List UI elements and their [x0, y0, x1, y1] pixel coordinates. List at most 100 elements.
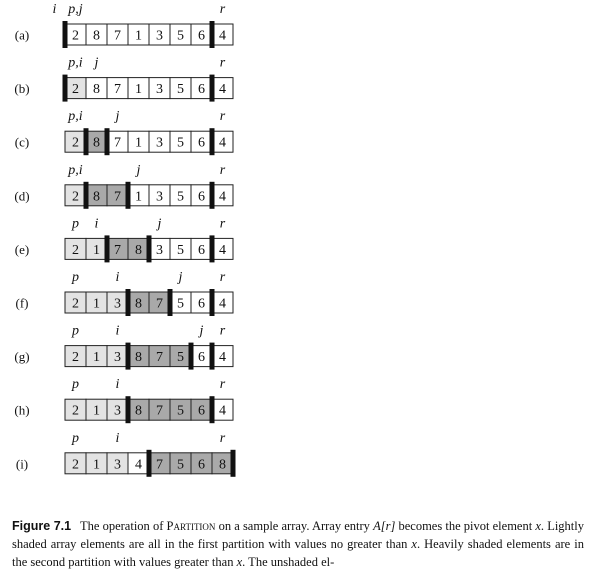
row-d-cell-value-0: 2: [72, 189, 79, 204]
row-a-divider-1: [209, 21, 215, 48]
row-c-marker-0: p,i: [67, 109, 83, 124]
row-e-label: (e): [15, 242, 29, 257]
row-f-cell-value-2: 3: [114, 297, 121, 312]
row-h-cell-value-6: 6: [198, 404, 205, 419]
row-a-label: (a): [15, 28, 29, 43]
row-c-divider-1: [104, 128, 110, 156]
row-h-cell-value-3: 8: [135, 404, 142, 419]
row-e-marker-2: j: [156, 216, 162, 231]
row-a-cell-value-5: 5: [177, 29, 184, 44]
row-f-divider-0: [125, 289, 131, 316]
row-a-marker-2: r: [220, 2, 226, 17]
row-b-cell-value-7: 4: [219, 82, 226, 97]
row-f-marker-3: r: [220, 270, 226, 285]
row-e-cell-value-6: 6: [198, 243, 205, 258]
row-d-divider-0: [83, 181, 89, 209]
row-e-cell-value-0: 2: [72, 243, 79, 258]
row-a-cell-value-7: 4: [219, 29, 226, 44]
caption-text-3: becomes the pivot element: [395, 519, 536, 533]
row-c-marker-2: r: [220, 109, 226, 124]
row-f-marker-0: p: [71, 270, 79, 285]
row-e-marker-1: i: [95, 216, 99, 231]
row-i-cell-value-1: 1: [93, 457, 100, 472]
caption-partition: Partition: [166, 519, 216, 533]
row-f-cell-value-5: 5: [177, 297, 184, 312]
caption-x-2: x: [411, 537, 417, 551]
row-a-cell-value-3: 1: [135, 29, 142, 44]
row-i-divider-0: [146, 449, 152, 477]
row-i-cell-value-2: 3: [114, 457, 121, 472]
row-c-marker-1: j: [114, 109, 120, 124]
row-b-cell-value-1: 8: [93, 82, 100, 97]
row-b-cell-value-3: 1: [135, 82, 142, 97]
row-a-divider-0: [62, 21, 68, 48]
row-h-marker-0: p: [71, 377, 79, 392]
row-i-cell-value-3: 4: [135, 457, 142, 472]
row-b-label: (b): [14, 81, 29, 96]
row-d-marker-0: p,i: [67, 163, 83, 178]
caption-text-6: . The unshaded el-: [242, 555, 335, 569]
row-i-marker-1: i: [116, 431, 120, 446]
row-b-cell-value-2: 7: [114, 82, 121, 97]
figure-caption: Figure 7.1 The operation of Partition on…: [12, 517, 584, 571]
row-b-divider-1: [209, 74, 215, 102]
row-i-cell-value-6: 6: [198, 457, 205, 472]
row-c-divider-2: [209, 128, 215, 156]
row-e-marker-0: p: [71, 216, 79, 231]
row-g-divider-2: [209, 342, 215, 370]
row-d-label: (d): [14, 188, 29, 203]
row-d-cell-value-4: 3: [156, 189, 163, 204]
row-i-divider-1: [230, 449, 236, 477]
caption-text-1: The operation of: [80, 519, 167, 533]
row-d-cell-value-1: 8: [93, 189, 100, 204]
row-a-cell-value-2: 7: [114, 29, 121, 44]
partition-figure: (a) 2 8 7 1 3 5 6 4i p,j r(b) 2 8 7 1 3 5 6 4p,i j r(c) 2 8 7 1 3…: [14, 2, 236, 477]
row-c-cell-value-4: 3: [156, 136, 163, 151]
row-f-label: (f): [16, 296, 29, 311]
row-f-marker-2: j: [177, 270, 183, 285]
row-f-cell-value-3: 8: [135, 297, 142, 312]
row-g-marker-3: r: [220, 324, 226, 339]
row-f-divider-1: [167, 289, 173, 316]
row-f-cell-value-0: 2: [72, 297, 79, 312]
row-e-cell-value-4: 3: [156, 243, 163, 258]
row-i-marker-2: r: [220, 431, 226, 446]
row-g-marker-1: i: [116, 324, 120, 339]
row-b-cell-value-5: 5: [177, 82, 184, 97]
row-f-marker-1: i: [116, 270, 120, 285]
row-g-marker-2: j: [198, 324, 204, 339]
row-d-cell-value-2: 7: [114, 189, 121, 204]
row-g-cell-value-2: 3: [114, 350, 121, 365]
row-d-cell-value-7: 4: [219, 189, 226, 204]
row-b-marker-1: j: [93, 56, 99, 71]
row-g-cell-value-7: 4: [219, 350, 226, 365]
row-a-cell-value-6: 6: [198, 29, 205, 44]
row-b-cell-value-6: 6: [198, 82, 205, 97]
row-c-cell-value-3: 1: [135, 136, 142, 151]
row-e-divider-1: [146, 235, 152, 263]
row-g-divider-1: [188, 342, 194, 370]
caption-text-2: on a sample array. Array entry: [215, 519, 374, 533]
row-d-cell-value-6: 6: [198, 189, 205, 204]
caption-x-1: x: [535, 519, 541, 533]
row-g-cell-value-5: 5: [177, 350, 184, 365]
row-g-cell-value-4: 7: [156, 350, 163, 365]
row-g-cell-value-6: 6: [198, 350, 205, 365]
row-g-label: (g): [14, 349, 29, 364]
row-h-cell-value-5: 5: [177, 404, 184, 419]
row-e-divider-0: [104, 235, 110, 263]
row-d-cell-value-5: 5: [177, 189, 184, 204]
row-i-label: (i): [16, 456, 28, 471]
row-e-cell-value-7: 4: [219, 243, 226, 258]
row-h-marker-2: r: [220, 377, 226, 392]
row-d-divider-1: [125, 181, 131, 209]
row-h-marker-1: i: [116, 377, 120, 392]
row-i-cell-value-0: 2: [72, 457, 79, 472]
row-h-divider-1: [209, 396, 215, 424]
row-h-cell-value-4: 7: [156, 404, 163, 419]
row-f-divider-2: [209, 289, 215, 316]
row-a-cell-value-0: 2: [72, 29, 79, 44]
row-e-cell-value-2: 7: [114, 243, 121, 258]
row-b-cell-value-0: 2: [72, 82, 79, 97]
figure-label: Figure 7.1: [12, 519, 72, 533]
